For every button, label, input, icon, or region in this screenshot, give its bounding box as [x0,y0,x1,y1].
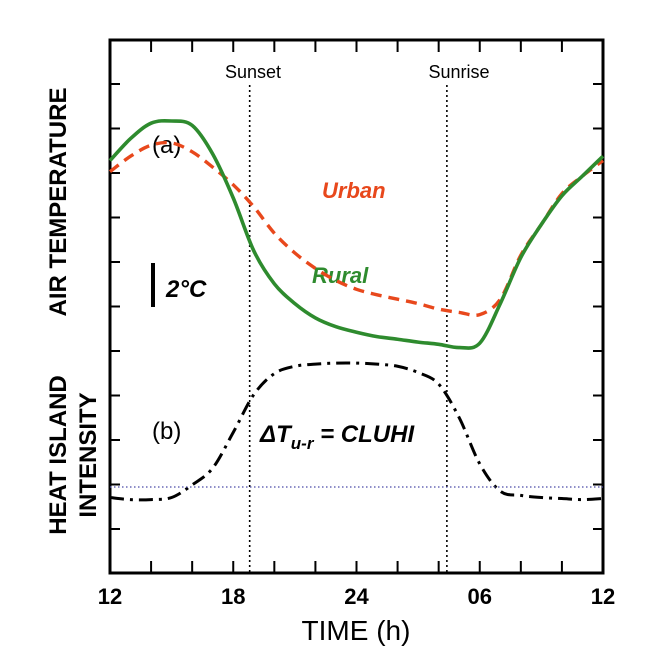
x-tick-label: 18 [221,584,245,609]
sunset-label: Sunset [225,62,281,82]
x-tick-label: 24 [344,584,369,609]
series-line-2 [109,361,604,502]
eq-delta: ΔT [259,421,293,448]
scale-bar-label: 2°C [165,276,207,303]
event-markers [248,85,448,573]
x-axis-title: TIME (h) [302,615,411,646]
sunrise-label: Sunrise [428,62,489,82]
eq-subscript: u-r [291,434,315,453]
x-tick-labels: 12 18 24 06 12 [98,584,615,609]
series-line-1 [108,118,605,350]
eq-rest: = CLUHI [313,421,415,448]
y-axis-title-top: AIR TEMPERATURE [45,88,72,317]
series-lines [108,118,605,502]
tick-marks [109,40,604,573]
x-tick-label: 12 [98,584,122,609]
y-axis-title-bottom-line1: HEAT ISLAND [45,375,72,535]
panel-b-label: (b) [152,418,181,445]
x-tick-label: 06 [468,584,492,609]
x-tick-label: 12 [591,584,615,609]
cluhi-equation: ΔTu-r = CLUHI [259,421,415,453]
series-label-urban: Urban [322,178,386,203]
y-axis-title-bottom-line2: INTENSITY [75,392,102,517]
